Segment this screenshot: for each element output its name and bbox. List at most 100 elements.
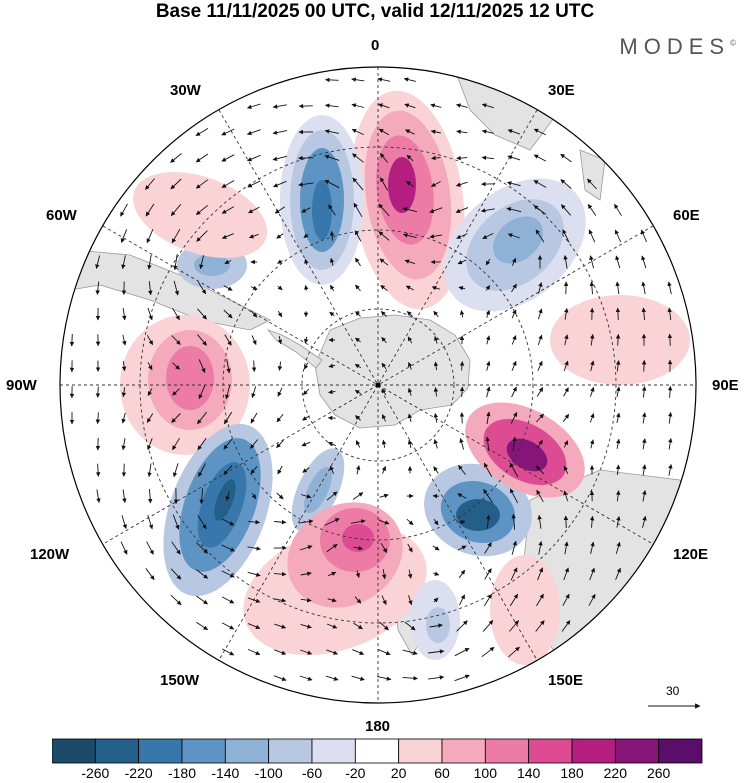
wind-vector xyxy=(538,540,543,555)
wind-vector xyxy=(251,386,257,399)
wind-vector xyxy=(355,284,361,292)
wind-vector xyxy=(326,543,338,553)
wind-vector-field xyxy=(69,77,673,682)
wind-vector xyxy=(224,334,232,346)
wind-vector xyxy=(147,488,153,504)
wind-vector xyxy=(147,307,153,321)
wind-vector xyxy=(537,567,544,581)
wind-vector xyxy=(247,546,261,551)
wind-vector xyxy=(562,229,570,243)
wind-vector xyxy=(405,285,415,291)
wind-vector xyxy=(95,463,101,477)
wind-vector xyxy=(536,489,544,503)
wind-vector xyxy=(510,567,518,581)
wind-vector xyxy=(454,674,470,682)
wind-vector xyxy=(324,103,339,108)
wind-vector xyxy=(121,438,126,451)
wind-vector xyxy=(221,128,235,136)
wind-vector xyxy=(482,232,494,240)
lon-label-120e: 120E xyxy=(673,546,709,563)
wind-vector xyxy=(302,467,310,473)
wind-vector xyxy=(276,233,284,239)
wind-vector xyxy=(486,514,491,529)
wind-vector xyxy=(615,333,621,346)
wind-vector xyxy=(351,77,365,82)
lon-label-60w: 60W xyxy=(46,207,77,224)
wind-vector xyxy=(355,570,361,578)
wind-vector xyxy=(272,130,288,135)
wind-vector xyxy=(197,334,207,346)
wind-vector xyxy=(615,567,621,580)
wind-vector xyxy=(223,309,233,319)
colorbar-tick-label: -140 xyxy=(211,765,240,781)
wind-vector xyxy=(481,103,494,109)
wind-vector xyxy=(354,230,362,242)
wind-vector xyxy=(402,649,418,656)
wind-vector xyxy=(485,335,491,345)
wind-vector xyxy=(641,281,646,295)
wind-vector xyxy=(329,230,335,241)
wind-vector xyxy=(277,465,283,475)
wind-vector xyxy=(172,307,180,321)
colorbar-swatch xyxy=(354,738,400,764)
wind-vector xyxy=(560,204,572,216)
wind-vector xyxy=(406,181,414,187)
wind-vector xyxy=(455,181,468,187)
wind-vector xyxy=(247,623,261,629)
map-title: Base 11/11/2025 00 UTC, valid 12/11/2025… xyxy=(155,1,595,22)
wind-vector xyxy=(276,439,284,449)
wind-vector xyxy=(171,413,181,423)
wind-vector xyxy=(615,464,621,476)
wind-vector xyxy=(667,385,673,398)
wind-vector xyxy=(537,334,543,346)
wind-vector xyxy=(481,646,495,658)
wind-vector xyxy=(324,129,339,134)
wind-vector xyxy=(223,465,233,476)
wind-vector xyxy=(428,675,445,680)
colorbar-swatch xyxy=(138,738,183,764)
wind-vector xyxy=(562,413,570,422)
south-pole-marker xyxy=(375,382,381,388)
wind-vector xyxy=(512,436,517,452)
colorbar-swatch xyxy=(614,738,660,764)
wind-vector xyxy=(616,386,621,398)
wind-vector xyxy=(277,336,283,345)
wind-vector xyxy=(353,622,363,630)
polar-stereographic-map[interactable] xyxy=(0,0,750,730)
wind-vector xyxy=(433,335,439,344)
lon-label-150e: 150E xyxy=(548,672,584,689)
wind-vector xyxy=(197,308,207,320)
wind-vector xyxy=(533,154,547,162)
wind-vector xyxy=(508,646,520,658)
wind-vector xyxy=(225,491,230,501)
wind-vector xyxy=(355,440,361,448)
wind-vector xyxy=(406,154,414,162)
wind-vector xyxy=(667,411,673,424)
colorbar-tick-label: 60 xyxy=(434,765,450,781)
wind-vector xyxy=(147,514,154,530)
wind-vector xyxy=(667,307,672,321)
wind-vector xyxy=(352,177,364,191)
wind-vector xyxy=(641,255,647,269)
wind-vector xyxy=(511,309,517,319)
wind-vector xyxy=(146,541,154,555)
colorbar-tick-label: 140 xyxy=(516,765,541,781)
wind-vector xyxy=(433,439,438,449)
wind-vector xyxy=(170,178,182,190)
reference-vector-label: 30 xyxy=(666,684,680,698)
wind-vector xyxy=(298,519,314,524)
wind-vector xyxy=(328,363,336,368)
colorbar-tick-label: 100 xyxy=(473,765,498,781)
wind-vector xyxy=(221,180,235,188)
wind-vector xyxy=(511,335,517,345)
wind-vector xyxy=(510,411,518,424)
wind-vector xyxy=(299,545,313,551)
wind-vector xyxy=(120,203,128,217)
wind-vector xyxy=(196,569,209,579)
wind-vector xyxy=(303,284,309,291)
wind-vector xyxy=(641,359,647,372)
wind-vector xyxy=(221,518,235,526)
wind-vector xyxy=(122,334,127,346)
wind-vector xyxy=(355,337,361,343)
colorbar xyxy=(52,738,703,764)
